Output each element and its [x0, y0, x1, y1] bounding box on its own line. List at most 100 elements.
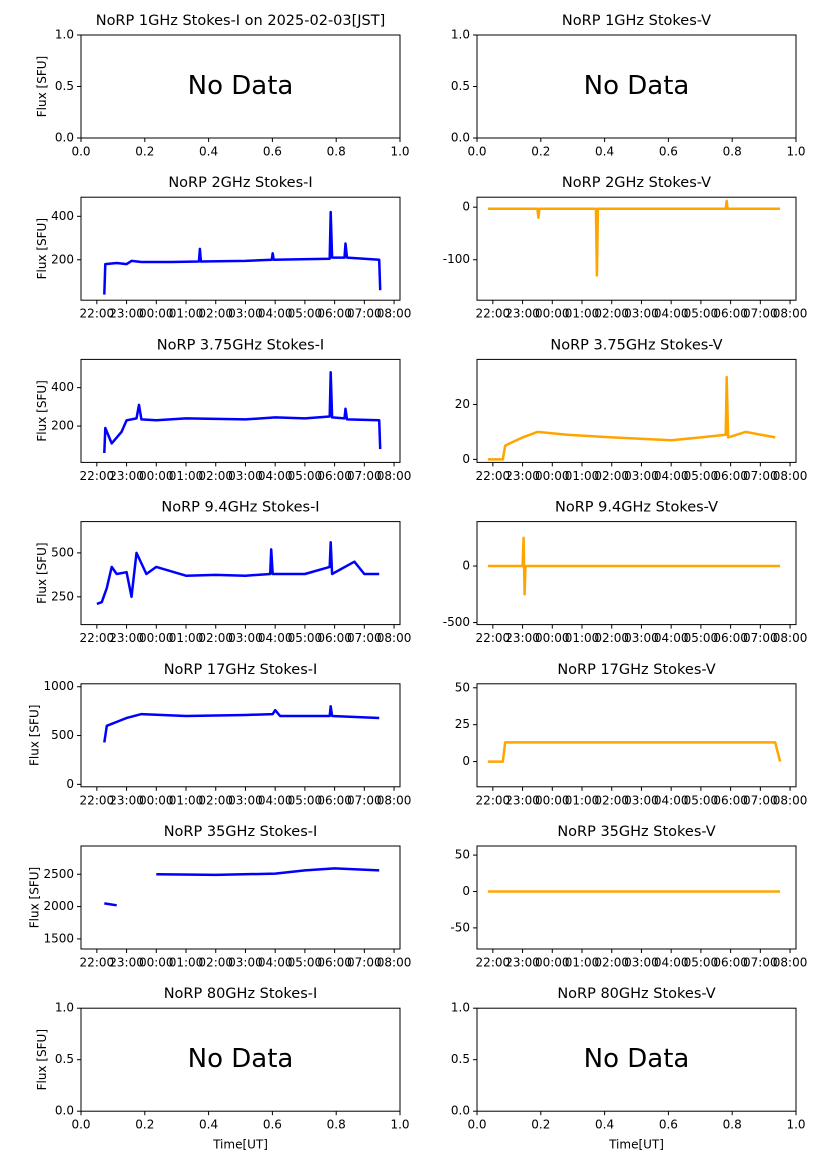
x-tick-label: 0.0 [467, 145, 486, 159]
y-axis-label: Flux [SFU] [35, 1029, 49, 1090]
x-tick-label: 07:00 [347, 631, 382, 645]
x-tick-label: 00:00 [535, 631, 570, 645]
x-tick-label: 04:00 [258, 631, 293, 645]
x-tick-label: 23:00 [109, 956, 144, 970]
x-tick-label: 23:00 [505, 956, 540, 970]
x-tick-label: 0.0 [71, 1118, 90, 1132]
y-axis-label: Flux [SFU] [35, 542, 49, 603]
x-tick-label: 23:00 [109, 307, 144, 321]
x-tick-label: 22:00 [80, 307, 115, 321]
x-tick-label: 00:00 [139, 793, 174, 807]
x-tick-label: 23:00 [109, 793, 144, 807]
x-tick-label: 05:00 [684, 307, 719, 321]
x-tick-label: 04:00 [654, 956, 689, 970]
x-tick-label: 02:00 [198, 793, 233, 807]
y-tick-label: -50 [450, 920, 470, 934]
x-tick-label: 08:00 [377, 469, 412, 483]
x-tick-label: 08:00 [377, 307, 412, 321]
x-tick-label: 06:00 [317, 469, 352, 483]
y-tick-label: 0 [462, 754, 470, 768]
flux-series [103, 371, 382, 454]
y-tick-label: 200 [51, 419, 74, 433]
x-tick-label: 07:00 [743, 469, 778, 483]
x-tick-label: 05:00 [684, 469, 719, 483]
flux-series [104, 867, 380, 907]
y-tick-label: 400 [51, 209, 74, 223]
x-tick-label: 06:00 [713, 307, 748, 321]
x-tick-label: 0.4 [199, 1118, 218, 1132]
y-tick-label: 0.5 [451, 1052, 470, 1066]
x-tick-label: 05:00 [288, 469, 323, 483]
x-tick-label: 05:00 [684, 631, 719, 645]
x-tick-label: 03:00 [228, 631, 263, 645]
x-tick-label: 0.8 [723, 1118, 742, 1132]
y-axis-label: Flux [SFU] [35, 380, 49, 441]
x-tick-label: 05:00 [684, 793, 719, 807]
x-tick-label: 03:00 [624, 307, 659, 321]
x-tick-label: 1.0 [786, 145, 805, 159]
y-tick-label: 2000 [43, 899, 74, 913]
panel-title: NoRP 17GHz Stokes-I [164, 662, 318, 678]
y-axis-label: Flux [SFU] [35, 56, 49, 117]
panel-title: NoRP 35GHz Stokes-I [164, 824, 318, 840]
y-axis-label: Flux [SFU] [28, 705, 42, 766]
no-data-annotation: No Data [188, 1044, 294, 1074]
x-tick-label: 08:00 [773, 956, 808, 970]
panel-title: NoRP 2GHz Stokes-I [168, 175, 312, 191]
x-tick-label: 02:00 [198, 307, 233, 321]
x-tick-label: 01:00 [169, 307, 204, 321]
x-tick-label: 07:00 [347, 793, 382, 807]
x-tick-label: 05:00 [288, 631, 323, 645]
axes-frame [80, 358, 401, 463]
y-tick-label: 1000 [43, 679, 74, 693]
y-tick-label: 1.0 [55, 1001, 74, 1015]
x-tick-label: 06:00 [713, 631, 748, 645]
x-tick-label: 22:00 [476, 956, 511, 970]
x-tick-label: 00:00 [139, 307, 174, 321]
x-tick-label: 1.0 [390, 1118, 409, 1132]
x-tick-label: 23:00 [505, 793, 540, 807]
x-tick-label: 0.8 [723, 145, 742, 159]
axes-frame [476, 845, 797, 950]
x-tick-label: 04:00 [258, 793, 293, 807]
x-tick-label: 07:00 [743, 956, 778, 970]
x-tick-label: 04:00 [258, 469, 293, 483]
x-tick-label: 05:00 [288, 307, 323, 321]
panel-title: NoRP 80GHz Stokes-I [164, 986, 318, 1002]
x-tick-label: 1.0 [390, 145, 409, 159]
x-tick-label: 22:00 [80, 469, 115, 483]
x-tick-label: 05:00 [684, 956, 719, 970]
x-tick-label: 05:00 [288, 793, 323, 807]
panel-title: NoRP 17GHz Stokes-V [557, 662, 715, 678]
x-tick-label: 04:00 [654, 307, 689, 321]
x-tick-label: 22:00 [80, 631, 115, 645]
x-tick-label: 0.0 [71, 145, 90, 159]
x-tick-label: 04:00 [654, 469, 689, 483]
y-tick-label: -100 [443, 252, 470, 266]
x-tick-label: 04:00 [654, 631, 689, 645]
flux-series [487, 741, 782, 763]
x-tick-label: 04:00 [654, 793, 689, 807]
flux-series [487, 536, 781, 596]
x-tick-label: 08:00 [377, 793, 412, 807]
y-tick-label: 0.5 [55, 79, 74, 93]
x-tick-label: 06:00 [713, 793, 748, 807]
x-tick-label: 0.4 [199, 145, 218, 159]
y-tick-label: 0 [66, 777, 74, 791]
x-tick-label: 23:00 [505, 469, 540, 483]
x-tick-label: 02:00 [198, 956, 233, 970]
y-tick-label: 0.0 [55, 1104, 74, 1118]
x-tick-label: 06:00 [317, 307, 352, 321]
x-tick-label: 03:00 [228, 793, 263, 807]
x-tick-label: 01:00 [565, 631, 600, 645]
x-tick-label: 08:00 [773, 307, 808, 321]
y-tick-label: 0.0 [451, 1104, 470, 1118]
x-tick-label: 06:00 [317, 631, 352, 645]
x-tick-label: 00:00 [535, 469, 570, 483]
axes-frame [476, 1007, 797, 1112]
x-tick-label: 02:00 [198, 469, 233, 483]
x-tick-label: 22:00 [80, 956, 115, 970]
x-tick-label: 01:00 [169, 956, 204, 970]
y-tick-label: 1.0 [451, 28, 470, 42]
